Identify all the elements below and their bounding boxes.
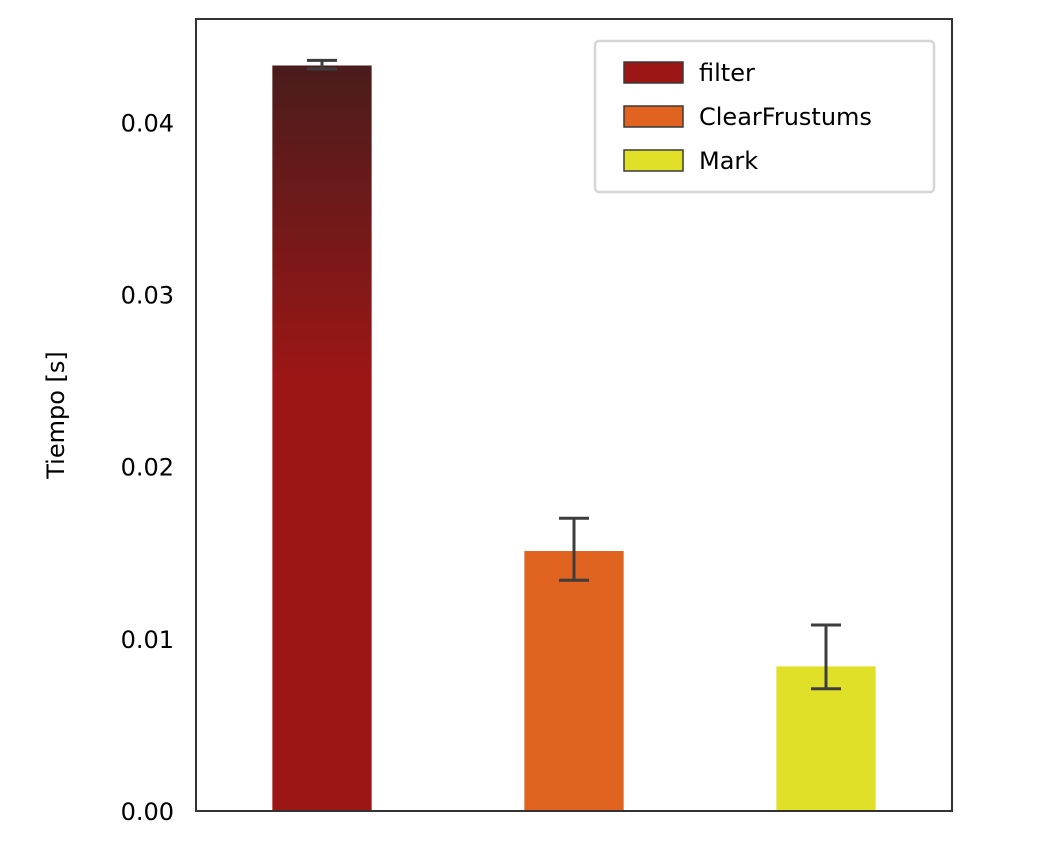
error-bars-layer xyxy=(307,58,841,691)
bar-mark xyxy=(776,666,876,811)
y-tick-label: 0.02 xyxy=(121,454,174,482)
legend-label-filter: filter xyxy=(699,59,755,87)
legend-swatch-clearfrustums xyxy=(623,105,684,128)
bar-clearfrustums xyxy=(524,551,624,811)
y-axis: 0.00 0.01 0.02 0.03 0.04 xyxy=(121,109,174,826)
bar-filter xyxy=(272,65,372,812)
y-tick-label: 0.00 xyxy=(121,798,174,826)
y-tick-label: 0.03 xyxy=(121,281,174,309)
error-bar-filter xyxy=(307,58,337,71)
plot-frame xyxy=(195,18,953,812)
y-axis-label: Tiempo [s] xyxy=(42,351,70,480)
bars-layer xyxy=(272,65,876,812)
y-tick-label: 0.04 xyxy=(121,109,174,137)
legend-swatch-mark xyxy=(623,149,684,172)
legend-label-clearfrustums: ClearFrustums xyxy=(699,103,872,131)
error-bar-clearfrustums xyxy=(559,516,589,582)
legend-label-mark: Mark xyxy=(699,147,758,175)
legend-swatch-filter xyxy=(623,61,684,84)
error-bar-mark xyxy=(811,623,841,691)
y-tick-label: 0.01 xyxy=(121,626,174,654)
legend-entries: filter ClearFrustums Mark xyxy=(623,59,872,175)
legend: filter ClearFrustums Mark xyxy=(593,39,936,194)
